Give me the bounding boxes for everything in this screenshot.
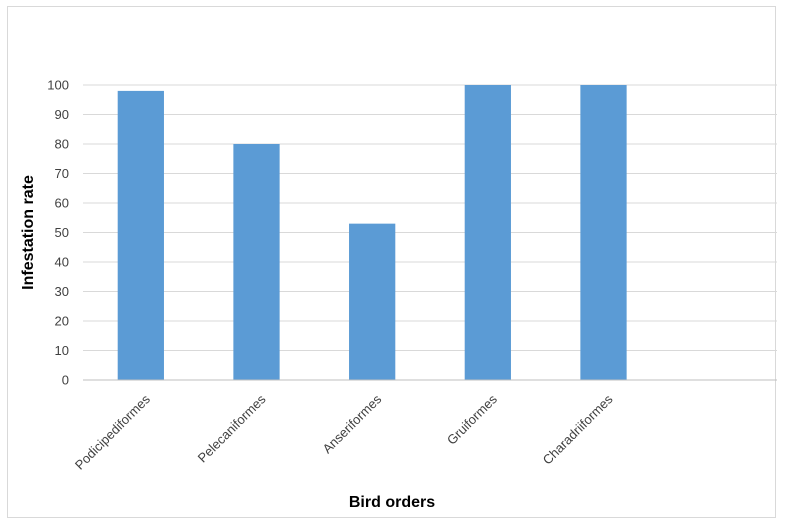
x-tick-label: Pelecaniformes <box>195 391 269 465</box>
bar-anseriformes <box>349 223 396 380</box>
bars <box>117 85 627 381</box>
y-tick-label: 20 <box>55 314 69 329</box>
y-tick-label: 100 <box>47 78 69 93</box>
x-tick-label: Gruiformes <box>444 391 500 447</box>
y-tick-label: 70 <box>55 166 69 181</box>
y-tick-label: 80 <box>55 137 69 152</box>
y-tick-label: 0 <box>62 373 69 388</box>
y-tick-label: 90 <box>55 107 69 122</box>
bar-pelecaniformes <box>233 144 280 380</box>
y-tick-labels: 0 10 20 30 40 50 60 70 80 90 100 <box>47 78 69 388</box>
y-axis-title: Infestation rate <box>20 175 37 290</box>
y-tick-label: 10 <box>55 343 69 358</box>
x-tick-labels: Podicipediformes Pelecaniformes Anseriform… <box>72 391 616 472</box>
x-tick-label: Anseriformes <box>320 391 385 456</box>
y-tick-label: 40 <box>55 255 69 270</box>
bar-podicipediformes <box>117 90 164 381</box>
gridlines <box>83 84 777 351</box>
x-tick-label: Charadriiformes <box>540 391 616 467</box>
y-tick-label: 50 <box>55 225 69 240</box>
bar-charadriiformes <box>580 85 627 380</box>
x-axis-title: Bird orders <box>349 494 435 511</box>
y-tick-label: 60 <box>55 196 69 211</box>
x-tick-label: Podicipediformes <box>72 391 153 472</box>
y-tick-label: 30 <box>55 284 69 299</box>
bar-gruiformes <box>464 85 511 380</box>
